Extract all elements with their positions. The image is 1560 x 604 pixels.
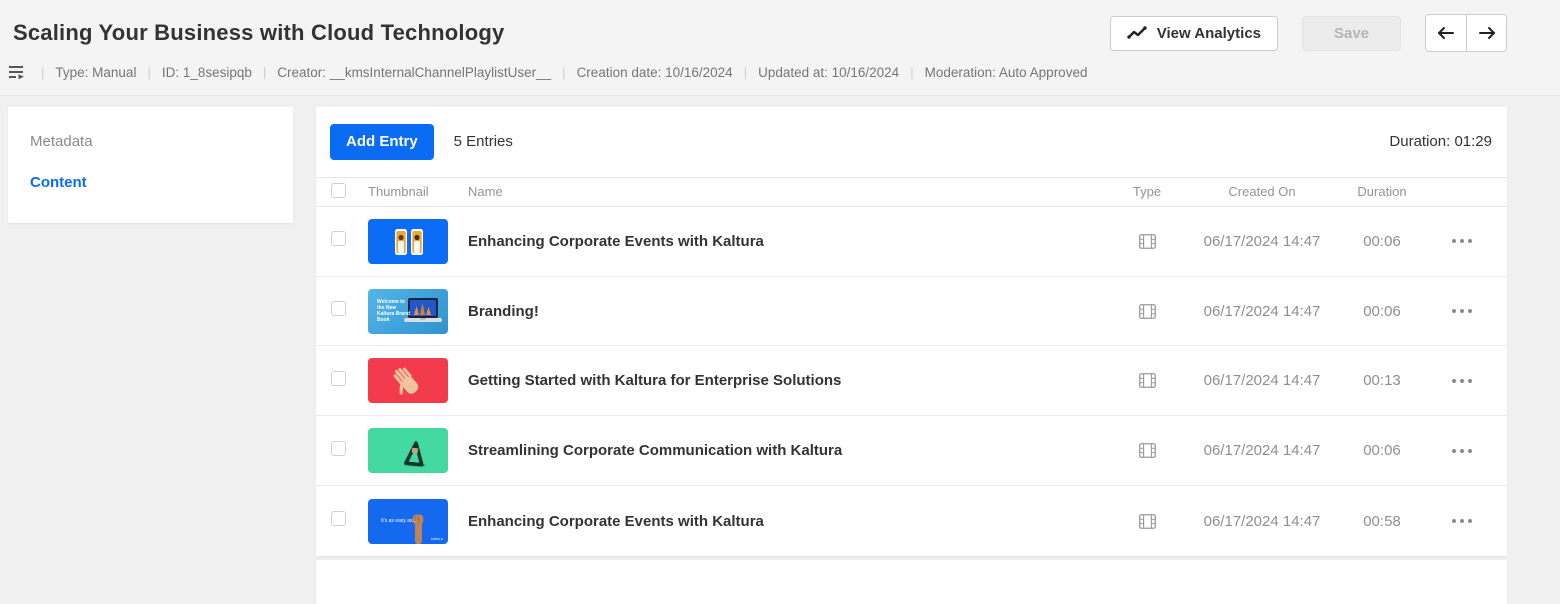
row-checkbox[interactable]	[331, 440, 346, 456]
entry-duration: 00:13	[1363, 372, 1401, 390]
video-film-icon	[1138, 233, 1156, 249]
lower-panel	[316, 560, 1507, 604]
select-all-checkbox[interactable]	[331, 182, 346, 198]
view-analytics-button[interactable]: View Analytics	[1109, 15, 1278, 51]
video-film-icon	[1138, 373, 1156, 389]
col-header-thumbnail: Thumbnail	[368, 184, 429, 200]
entries-toolbar: Add Entry 5 Entries Duration: 01:29	[316, 107, 1507, 177]
content-panel: Add Entry 5 Entries Duration: 01:29 Thum…	[316, 107, 1507, 556]
row-checkbox[interactable]	[331, 370, 346, 386]
save-button[interactable]: Save	[1302, 15, 1401, 51]
meta-id: ID: 1_8sesipqb	[161, 64, 252, 80]
back-arrow-button[interactable]	[1426, 15, 1466, 51]
row-actions-menu[interactable]	[1432, 303, 1492, 319]
entry-name[interactable]: Enhancing Corporate Events with Kaltura	[468, 232, 764, 250]
table-row: Enhancing Corporate Events with Kaltura …	[316, 207, 1507, 277]
thumbnail-green-triangle-figure[interactable]	[368, 428, 448, 474]
playlist-total-duration: Duration: 01:29	[1389, 133, 1492, 151]
thumbnail-red-raised-hand[interactable]	[368, 358, 448, 404]
thumbnail-caption: Welcome to the New Kaltura Brand Book	[377, 298, 411, 323]
thumbnail-brand-text: kaltura	[430, 535, 443, 541]
meta-creator: Creator: __kmsInternalChannelPlaylistUse…	[277, 64, 552, 80]
row-actions-menu[interactable]	[1432, 443, 1492, 459]
forward-arrow-button[interactable]	[1466, 15, 1506, 51]
row-actions-menu[interactable]	[1432, 513, 1492, 529]
table-row: It's as easy as... kaltura Enhancing Cor…	[316, 486, 1507, 556]
analytics-trend-icon	[1127, 26, 1148, 40]
thumbnail-blue-two-phones[interactable]	[368, 218, 448, 264]
entry-created-on: 06/17/2024 14:47	[1203, 512, 1321, 530]
row-actions-menu[interactable]	[1432, 233, 1492, 249]
row-checkbox[interactable]	[331, 231, 346, 247]
entry-name[interactable]: Streamlining Corporate Communication wit…	[468, 442, 843, 460]
entry-name[interactable]: Branding!	[468, 302, 539, 320]
entry-name[interactable]: Getting Started with Kaltura for Enterpr…	[468, 372, 842, 390]
prev-next-group	[1425, 14, 1507, 52]
entries-count: 5 Entries	[453, 133, 513, 151]
meta-type: Type: Manual	[55, 64, 137, 80]
thumbnail-caption: It's as easy as...	[381, 517, 417, 524]
meta-moderation: Moderation: Auto Approved	[924, 64, 1088, 80]
table-header: Thumbnail Name Type Created On Duration	[316, 176, 1507, 207]
thumbnail-blue-raised-fist[interactable]: It's as easy as... kaltura	[368, 498, 448, 544]
table-row: Streamlining Corporate Communication wit…	[316, 416, 1507, 487]
entry-duration: 00:06	[1363, 442, 1401, 460]
entry-duration: 00:06	[1363, 232, 1401, 250]
page-header: Scaling Your Business with Cloud Technol…	[0, 0, 1560, 96]
entry-created-on: 06/17/2024 14:47	[1203, 232, 1321, 250]
row-checkbox[interactable]	[331, 511, 346, 527]
entry-duration: 00:58	[1363, 512, 1401, 530]
thumbnail-brandbook-laptop[interactable]: Welcome to the New Kaltura Brand Book	[368, 288, 448, 334]
entry-created-on: 06/17/2024 14:47	[1203, 372, 1321, 390]
entry-created-on: 06/17/2024 14:47	[1203, 302, 1321, 320]
col-header-type: Type	[1132, 184, 1162, 200]
row-checkbox[interactable]	[331, 301, 346, 317]
playlist-icon	[8, 63, 26, 81]
col-header-duration: Duration	[1357, 184, 1407, 200]
video-film-icon	[1138, 303, 1156, 319]
left-arrow-icon	[1438, 27, 1454, 39]
playlist-meta-bar: | Type: Manual | ID: 1_8sesipqb | Creato…	[0, 52, 1560, 81]
table-row: Welcome to the New Kaltura Brand Book Br…	[316, 277, 1507, 347]
sidebar-item-metadata[interactable]: Metadata	[30, 133, 93, 150]
meta-creation-date: Creation date: 10/16/2024	[576, 64, 733, 80]
video-film-icon	[1138, 513, 1156, 529]
meta-updated-at: Updated at: 10/16/2024	[758, 64, 900, 80]
video-film-icon	[1138, 443, 1156, 459]
edit-tabs-sidebar: Metadata Content	[8, 107, 293, 223]
entry-duration: 00:06	[1363, 302, 1401, 320]
entry-name[interactable]: Enhancing Corporate Events with Kaltura	[468, 512, 764, 530]
col-header-name: Name	[468, 184, 503, 200]
entry-created-on: 06/17/2024 14:47	[1203, 442, 1321, 460]
add-entry-button[interactable]: Add Entry	[330, 123, 434, 160]
page-title: Scaling Your Business with Cloud Technol…	[13, 20, 505, 45]
sidebar-item-content[interactable]: Content	[30, 174, 87, 191]
col-header-created-on: Created On	[1228, 184, 1296, 200]
right-arrow-icon	[1478, 27, 1495, 39]
view-analytics-label: View Analytics	[1156, 24, 1261, 42]
row-actions-menu[interactable]	[1432, 373, 1492, 389]
table-row: Getting Started with Kaltura for Enterpr…	[316, 346, 1507, 417]
